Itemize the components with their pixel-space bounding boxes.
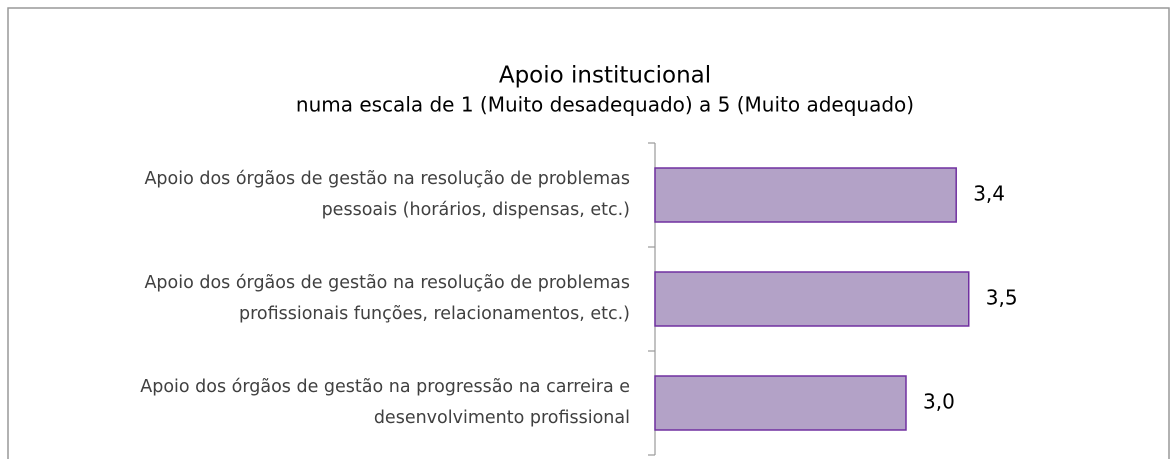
category-label: Apoio dos órgãos de gestão na resolução … bbox=[144, 169, 630, 220]
bar bbox=[654, 167, 957, 223]
category-label: Apoio dos órgãos de gestão na progressão… bbox=[140, 377, 630, 428]
value-label: 3,0 bbox=[923, 390, 955, 414]
value-label: 3,4 bbox=[973, 182, 1005, 206]
value-label: 3,5 bbox=[986, 286, 1018, 310]
chart-frame bbox=[7, 7, 1170, 459]
chart-subtitle: numa escala de 1 (Muito desadequado) a 5… bbox=[296, 93, 914, 117]
bar bbox=[654, 271, 970, 327]
category-label: Apoio dos órgãos de gestão na resolução … bbox=[144, 273, 630, 324]
chart-title: Apoio institucional bbox=[499, 63, 711, 89]
bar bbox=[654, 375, 907, 431]
